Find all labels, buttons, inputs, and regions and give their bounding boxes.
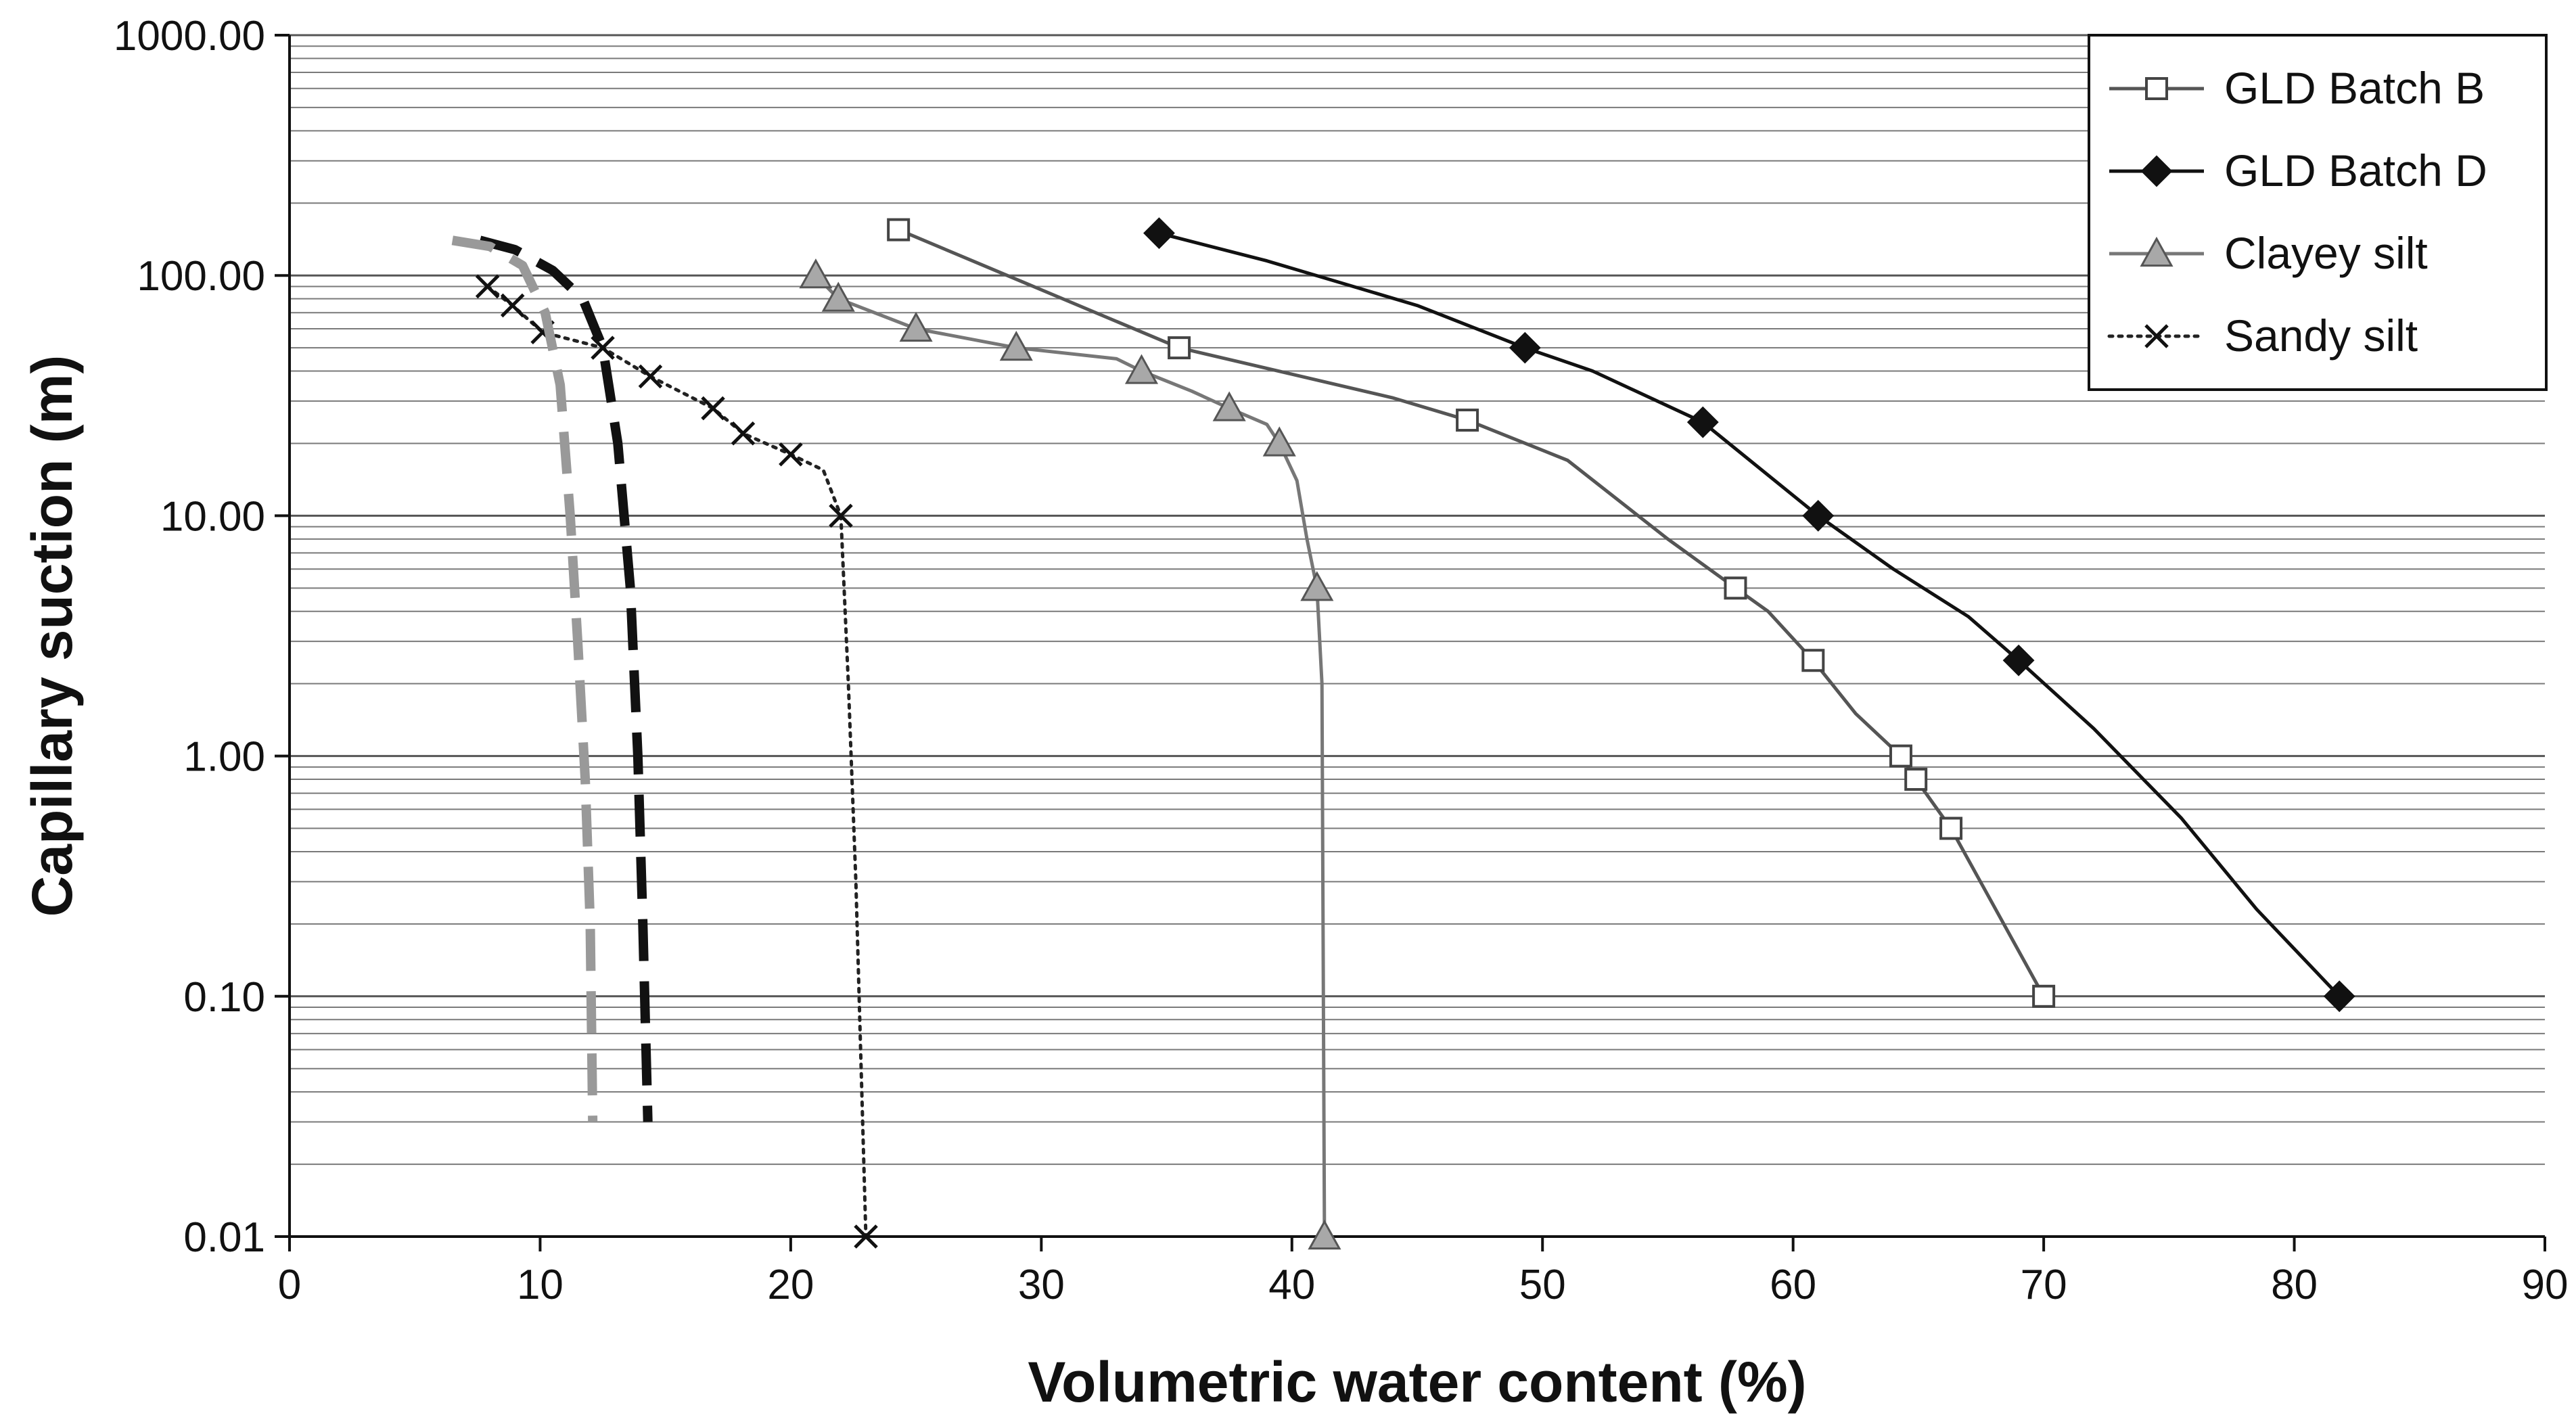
legend-label: GLD Batch D: [2224, 145, 2487, 195]
data-point: [821, 281, 855, 312]
legend-item: Clayey silt: [2109, 228, 2428, 278]
x-tick-label: 90: [2522, 1262, 2569, 1308]
data-point: [1143, 217, 1175, 250]
legend-label: Clayey silt: [2224, 228, 2428, 278]
data-point: [899, 311, 933, 342]
series-line: [451, 235, 598, 1122]
legend-label: Sandy silt: [2224, 310, 2418, 361]
x-marker-stroke: [731, 421, 756, 446]
x-marker-stroke: [829, 503, 853, 528]
legend: GLD Batch B GLD Batch D Clayey silt Sandy s…: [2088, 34, 2548, 391]
data-point: [1168, 336, 1191, 360]
x-tick-label: 50: [1519, 1262, 1566, 1308]
data-point: [1889, 744, 1912, 768]
x-marker-stroke: [475, 274, 500, 299]
data-point: [1686, 406, 1719, 438]
series-5: [451, 235, 598, 1122]
data-point: [2323, 980, 2355, 1013]
legend-item: Sandy silt: [2107, 310, 2418, 361]
series-line: [1158, 231, 2341, 998]
data-point: [500, 293, 525, 318]
data-point: [731, 421, 756, 446]
x-tick-label: 10: [517, 1262, 564, 1308]
series-line: [486, 285, 868, 1239]
data-point: [1262, 426, 1296, 457]
data-point: [799, 258, 833, 289]
data-point: [1904, 768, 1928, 791]
y-tick-label: 100.00: [137, 253, 265, 300]
data-point: [2002, 644, 2035, 676]
y-tick-label: 10.00: [160, 493, 265, 540]
x-marker-stroke: [638, 364, 663, 389]
data-point: [1456, 409, 1479, 432]
series-3: [475, 274, 878, 1249]
x-tick-label: 30: [1018, 1262, 1065, 1308]
legend-item: GLD Batch D: [2109, 145, 2487, 195]
x-tick-label: 0: [278, 1262, 301, 1308]
y-tick-label: 1.00: [183, 734, 265, 781]
data-point: [701, 396, 725, 421]
legend-marker: [2145, 77, 2168, 100]
series-4: [478, 235, 653, 1122]
data-point: [1802, 499, 1835, 532]
data-point: [887, 218, 911, 241]
legend-marker: [2144, 324, 2169, 348]
data-point: [829, 503, 853, 528]
legend-marker: [2140, 155, 2173, 187]
legend-item: GLD Batch B: [2109, 63, 2485, 113]
x-axis-title: Volumetric water content (%): [1028, 1350, 1806, 1414]
data-point: [1509, 331, 1541, 364]
data-point: [1939, 816, 1963, 840]
data-point: [999, 331, 1033, 361]
legend-marker: [2140, 236, 2174, 267]
legend-label: GLD Batch B: [2224, 63, 2485, 113]
x-tick-label: 70: [2021, 1262, 2067, 1308]
series-2: [799, 258, 1341, 1250]
data-point: [1124, 354, 1159, 384]
y-tick-label: 0.10: [183, 974, 265, 1021]
axis-layer: 0 10 20 30 40 50 60 70 80 90 0.01 0.10 1.00 10.00 100.…: [20, 13, 2568, 1414]
series-line: [478, 235, 653, 1122]
x-tick-label: 80: [2271, 1262, 2318, 1308]
x-marker-stroke: [779, 442, 803, 467]
y-tick-label: 1000.00: [114, 13, 265, 60]
x-marker-stroke: [591, 336, 615, 360]
data-point: [854, 1224, 878, 1249]
x-marker-stroke: [2144, 324, 2169, 348]
data-point: [779, 442, 803, 467]
series-0: [887, 218, 2056, 1008]
x-tick-label: 40: [1268, 1262, 1315, 1308]
data-point: [475, 274, 500, 299]
data-point: [1724, 576, 1747, 600]
y-tick-label: 0.01: [183, 1214, 265, 1261]
series-layer: [451, 217, 2355, 1250]
series-1: [1143, 217, 2355, 1013]
data-point: [1308, 1219, 1341, 1250]
data-point: [1801, 649, 1825, 672]
x-tick-label: 60: [1770, 1262, 1816, 1308]
x-marker-stroke: [500, 293, 525, 318]
data-point: [2032, 984, 2056, 1008]
x-tick-label: 20: [767, 1262, 814, 1308]
data-point: [638, 364, 663, 389]
x-marker-stroke: [854, 1224, 878, 1249]
y-axis-title: Capillary suction (m): [20, 355, 84, 917]
data-point: [1300, 571, 1334, 601]
x-marker-stroke: [701, 396, 725, 421]
data-point: [1212, 391, 1246, 421]
